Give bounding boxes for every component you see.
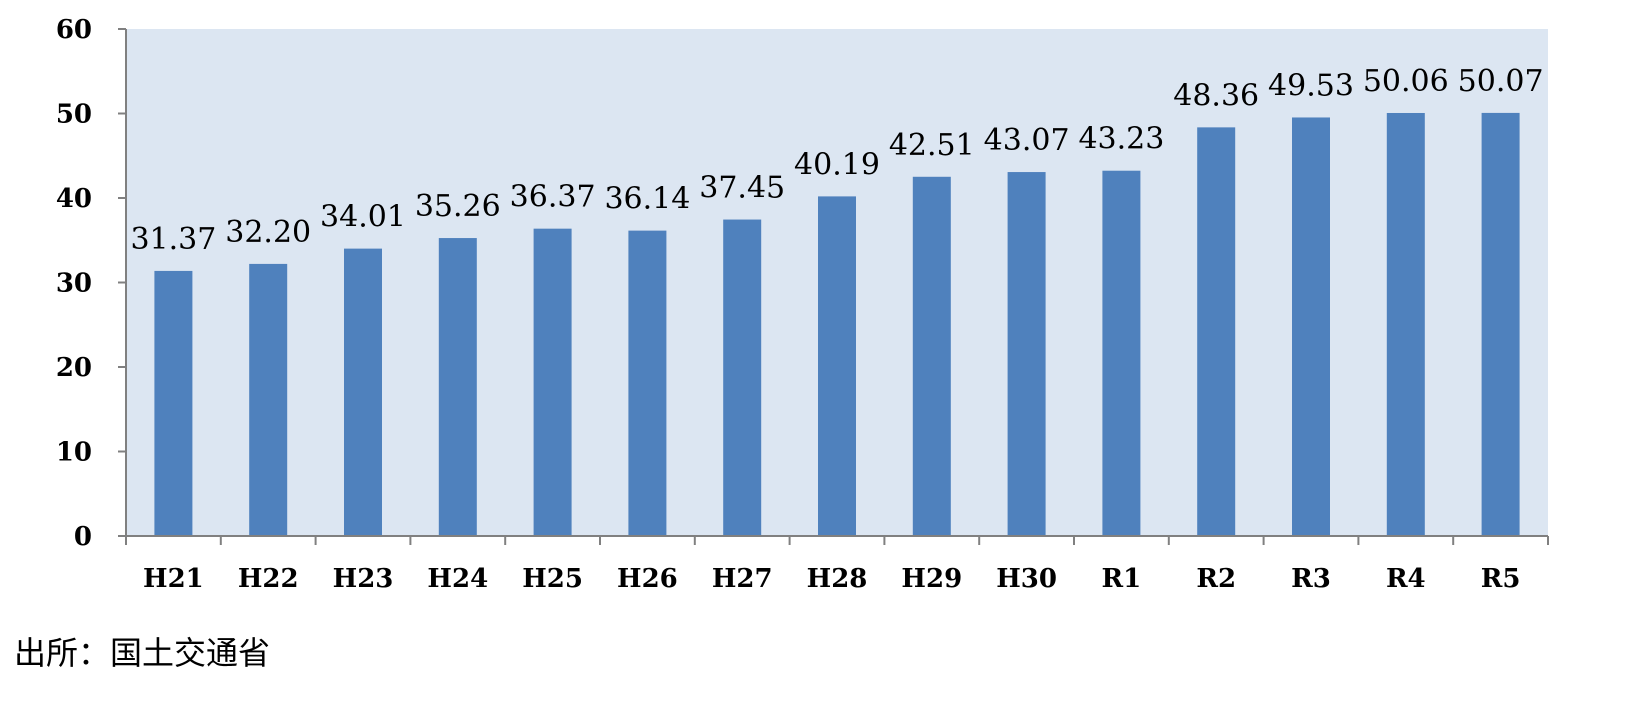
value-label-H22: 32.20	[225, 215, 311, 250]
value-label-H24: 35.26	[415, 189, 501, 224]
y-tick-label-20: 20	[56, 353, 92, 383]
value-label-H26: 36.14	[604, 182, 690, 217]
y-tick-label-10: 10	[56, 438, 92, 468]
value-label-R1: 43.23	[1078, 122, 1164, 157]
category-label-H29: H29	[901, 564, 962, 594]
category-label-R2: R2	[1196, 564, 1236, 594]
bars-group	[154, 112, 1520, 537]
y-tick-label-0: 0	[74, 522, 92, 552]
bar-H30	[1007, 172, 1046, 536]
category-label-R5: R5	[1481, 564, 1521, 594]
axes-group	[118, 28, 1549, 545]
bar-H29	[912, 176, 951, 537]
bar-H28	[818, 196, 856, 536]
value-label-H28: 40.19	[794, 147, 880, 182]
value-label-R4: 50.06	[1363, 64, 1449, 99]
bar-R4	[1386, 112, 1425, 537]
category-label-R3: R3	[1291, 564, 1331, 594]
y-tick-label-60: 60	[56, 15, 92, 45]
category-label-H24: H24	[427, 564, 488, 594]
bar-H22	[249, 263, 288, 536]
bar-R5	[1481, 112, 1520, 536]
category-label-R1: R1	[1102, 564, 1142, 594]
y-tick-label-30: 30	[56, 269, 92, 299]
value-label-R3: 49.53	[1268, 68, 1354, 103]
category-label-R4: R4	[1386, 564, 1426, 594]
y-tick-label-40: 40	[56, 184, 92, 214]
category-label-H23: H23	[333, 564, 394, 594]
value-label-R5: 50.07	[1458, 64, 1544, 99]
bar-H23	[344, 248, 382, 536]
value-label-H25: 36.37	[510, 180, 596, 215]
value-label-H27: 37.45	[699, 171, 785, 206]
bar-R1	[1102, 170, 1141, 536]
bar-H25	[533, 228, 572, 537]
source-note: 出所：国土交通省	[14, 634, 271, 672]
category-label-H26: H26	[617, 564, 678, 594]
category-label-H21: H21	[143, 564, 204, 594]
bar-H27	[723, 219, 762, 537]
y-tick-label-50: 50	[56, 100, 92, 130]
category-label-H22: H22	[238, 564, 299, 594]
value-label-H23: 34.01	[320, 200, 406, 235]
bar-R3	[1292, 117, 1330, 536]
category-label-H28: H28	[807, 564, 868, 594]
bar-H26	[628, 230, 667, 536]
value-label-H21: 31.37	[130, 222, 216, 257]
category-label-H27: H27	[712, 564, 773, 594]
value-label-R2: 48.36	[1173, 78, 1259, 113]
bar-H24	[438, 238, 477, 537]
category-label-H30: H30	[996, 564, 1057, 594]
category-label-H25: H25	[522, 564, 583, 594]
bar-R2	[1197, 127, 1236, 537]
labels-group: 31.37 H21 32.20 H22 34.01 H23 35.26 H24 36.37 H25…	[56, 15, 1544, 594]
value-label-H30: 43.07	[984, 123, 1070, 158]
bar-H21	[154, 270, 193, 536]
value-label-H29: 42.51	[889, 128, 975, 163]
